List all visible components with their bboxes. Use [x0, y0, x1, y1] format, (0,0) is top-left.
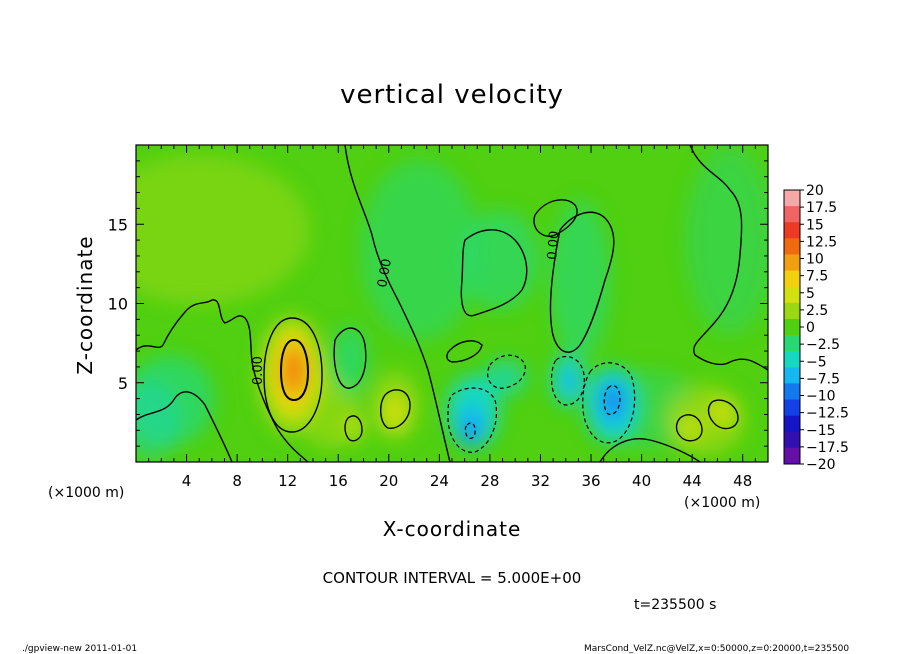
y-tick-label: 5: [118, 374, 128, 393]
updraft-contour-outer: [263, 317, 323, 433]
colorbar-label: 17.5: [806, 200, 837, 216]
downdraft-contour-4: [582, 362, 636, 444]
contour-lines: [136, 145, 768, 462]
colorbar-segment: [784, 238, 800, 255]
colorbar-label: −12.5: [806, 406, 849, 422]
colorbar-segment: [784, 222, 800, 239]
colorbar-label: 5: [806, 286, 815, 302]
colorbar-label: 20: [806, 183, 824, 199]
x-tick-labels: 4 8 12 16 20 24 28 32 36 40 44 48: [182, 472, 752, 490]
colorbar-segment: [784, 447, 800, 465]
x-tick-label: 32: [531, 472, 550, 490]
x-tick-label: 40: [632, 472, 651, 490]
updraft-contour-inner: [279, 338, 310, 402]
colorbar-segment: [784, 335, 800, 352]
zero-contour-cell-e: [446, 340, 483, 363]
zero-contour-mid: [344, 145, 451, 462]
colorbar-segment: [784, 399, 800, 417]
x-tick-label: 12: [278, 472, 297, 490]
y-axis-label: Z-coordinate: [73, 235, 97, 374]
colorbar-label: −10: [806, 389, 836, 405]
zero-contour-cell-d: [333, 327, 367, 389]
colorbar-label: −7.5: [806, 371, 840, 387]
zero-contour-cell-b: [549, 211, 615, 353]
zero-contour-lower: [136, 391, 233, 462]
y-tick-label: 10: [108, 295, 128, 314]
zero-contour-cell-c: [533, 199, 578, 237]
colorbar-label: −2.5: [806, 337, 840, 353]
program-footer: ./gpview-new 2011-01-01: [22, 644, 137, 654]
downdraft-contour-inner: [603, 385, 621, 415]
x-tick-label: 36: [581, 472, 600, 490]
colorbar-segment: [784, 383, 800, 401]
colorbar-label: −20: [806, 457, 836, 473]
colorbar-label: 2.5: [806, 303, 828, 319]
x-tick-label: 28: [480, 472, 499, 490]
heatmap-field: [136, 145, 768, 460]
contour-label-2: 0.00: [375, 258, 395, 289]
downdraft-contour-3: [550, 355, 585, 406]
source-footer: MarsCond_VelZ.nc@VelZ,x=0:50000,z=0:2000…: [584, 644, 849, 654]
downdraft-contour-5: [464, 422, 476, 439]
colorbar-label: 15: [806, 217, 824, 233]
colorbar-label: −5: [806, 354, 827, 370]
downdraft-contour-2: [487, 354, 526, 389]
updraft-contour-small-4: [707, 399, 739, 430]
colorbar-segment: [784, 206, 800, 223]
x-tick-label: 20: [379, 472, 398, 490]
updraft-contour-small-1: [380, 389, 411, 429]
colorbar-segment: [784, 318, 800, 336]
colorbar-label: −15: [806, 423, 836, 439]
colorbar-segment: [784, 302, 800, 320]
contour-label-1: 0.00: [251, 356, 266, 385]
x-tick-label: 8: [232, 472, 242, 490]
updraft-contour-small-3: [675, 414, 703, 442]
colorbar-label: 7.5: [806, 269, 828, 285]
time-label: t=235500 s: [634, 597, 716, 613]
colorbar-segment: [784, 351, 800, 368]
colorbar-label: −17.5: [806, 440, 849, 456]
plot-area: 0.00 0.00 0.00 4 8 12 16 20 24 28 32 36 40 44 48 51…: [108, 144, 769, 490]
y-tick-labels: 5 10 15: [108, 215, 128, 393]
x-tick-label: 4: [182, 472, 192, 490]
colorbar-segment: [784, 415, 800, 433]
colorbar-segment: [784, 367, 800, 384]
chart-title: vertical velocity: [340, 80, 564, 110]
zero-contour-cell-a: [460, 229, 528, 317]
colorbar-label: 10: [806, 252, 824, 268]
x-axis-label: X-coordinate: [383, 517, 522, 541]
downdraft-contour-1: [447, 387, 498, 453]
colorbar-segment: [784, 254, 800, 272]
x-unit-label: (×1000 m): [684, 495, 760, 511]
colorbar-segment: [784, 190, 800, 207]
y-tick-label: 15: [108, 215, 128, 234]
colorbar-segment: [784, 431, 800, 449]
y-unit-label: (×1000 m): [48, 485, 124, 501]
updraft-contour-small-2: [344, 415, 363, 442]
contour-label-3: 0.00: [545, 230, 562, 260]
contour-interval-text: CONTOUR INTERVAL = 5.000E+00: [323, 569, 582, 587]
zero-contour-lower-right: [599, 438, 701, 462]
colorbar-segment: [784, 286, 800, 304]
colorbar-label: 0: [806, 320, 815, 336]
zero-contour-right: [689, 145, 768, 371]
colorbar-segment: [784, 270, 800, 288]
axis-ticks: [136, 145, 768, 462]
x-tick-label: 24: [430, 472, 449, 490]
x-tick-label: 44: [683, 472, 702, 490]
x-tick-label: 48: [733, 472, 752, 490]
colorbar-label: 12.5: [806, 234, 837, 250]
x-tick-label: 16: [329, 472, 348, 490]
